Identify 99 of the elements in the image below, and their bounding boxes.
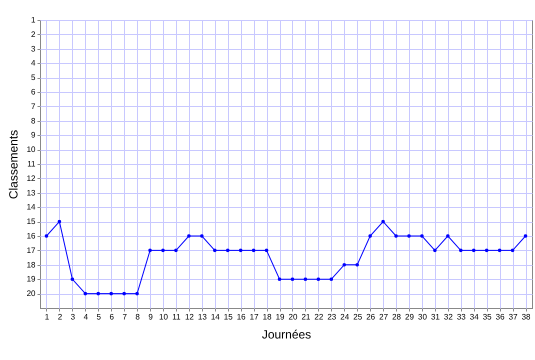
point [420, 234, 424, 238]
point [459, 248, 463, 252]
x-tick-label: 14 [210, 312, 220, 322]
x-tick-label: 4 [84, 312, 89, 322]
x-tick-label: 10 [159, 312, 168, 322]
x-axis-title: Journées [262, 328, 312, 342]
x-tick-label: 35 [482, 312, 492, 322]
y-tick-label: 3 [31, 44, 36, 54]
x-tick-label: 21 [301, 312, 311, 322]
y-tick-label: 7 [31, 102, 36, 111]
y-tick-label: 11 [27, 160, 36, 168]
x-tick-label: 20 [288, 312, 298, 322]
x-tick-label: 37 [508, 312, 518, 322]
x-tick-label: 33 [456, 312, 466, 322]
y-tick-label: 2 [31, 30, 36, 39]
x-tick-label: 22 [314, 312, 324, 322]
x-tick-label: 38 [522, 312, 532, 322]
point [498, 248, 502, 252]
point [238, 248, 242, 252]
point [96, 292, 100, 296]
point [148, 248, 152, 252]
x-tick-label: 6 [109, 312, 114, 322]
x-tick-label: 24 [340, 312, 350, 322]
y-tick-label: 6 [31, 88, 36, 96]
point [226, 248, 230, 252]
point [278, 277, 282, 281]
x-tick-label: 23 [327, 312, 337, 322]
point [433, 248, 437, 252]
point [342, 263, 346, 267]
x-tick-label: 31 [430, 312, 440, 322]
x-tick-label: 13 [198, 312, 208, 322]
point [484, 248, 488, 252]
x-tick-label: 18 [262, 312, 272, 322]
point [70, 277, 74, 281]
y-tick-label: 12 [26, 174, 36, 183]
point [316, 277, 320, 281]
y-tick-label: 15 [26, 217, 36, 226]
x-tick-label: 16 [236, 312, 246, 322]
point [84, 292, 88, 296]
y-axis-title: Classements [6, 130, 21, 200]
point [200, 234, 204, 238]
point [330, 277, 334, 281]
point [213, 248, 217, 252]
x-tick-label: 30 [418, 312, 428, 322]
point [304, 277, 308, 281]
x-tick-label: 28 [392, 312, 402, 322]
x-tick-label: 32 [444, 312, 454, 322]
point [394, 234, 398, 238]
y-tick-label: 20 [26, 289, 36, 298]
point [510, 248, 514, 252]
x-tick-label: 29 [405, 312, 414, 322]
x-tick-label: 1 [44, 312, 50, 322]
x-tick-label: 12 [184, 312, 194, 322]
point [174, 248, 178, 252]
x-tick-label: 36 [496, 312, 506, 322]
x-tick-label: 7 [122, 312, 128, 322]
point [135, 292, 139, 296]
y-tick-label: 1 [31, 16, 36, 24]
point [109, 292, 113, 296]
point [446, 234, 450, 238]
point [44, 234, 48, 238]
x-tick-label: 34 [470, 312, 480, 322]
y-tick-label: 19 [26, 274, 36, 284]
y-tick-label: 8 [31, 116, 36, 126]
y-tick-label: 10 [26, 145, 36, 154]
point [368, 234, 372, 238]
x-tick-label: 17 [250, 312, 260, 322]
y-tick-label: 13 [26, 188, 36, 198]
point [122, 292, 126, 296]
x-tick-label: 5 [96, 312, 102, 322]
x-tick-label: 8 [135, 312, 140, 322]
x-tick-label: 2 [58, 312, 63, 322]
point [381, 220, 385, 224]
x-tick-label: 25 [353, 312, 363, 322]
x-tick-label: 19 [276, 312, 286, 322]
x-tick-label: 15 [224, 312, 234, 322]
point [264, 248, 268, 252]
point [407, 234, 411, 238]
x-tick-label: 11 [172, 312, 182, 322]
y-tick-label: 5 [31, 73, 36, 82]
point [355, 263, 359, 267]
y-tick-label: 9 [31, 130, 36, 140]
y-tick-label: 16 [26, 232, 36, 240]
point [252, 248, 256, 252]
point [187, 234, 191, 238]
point [161, 248, 165, 252]
x-tick-label: 9 [148, 312, 154, 322]
x-tick-label: 27 [379, 312, 389, 322]
x-tick-label: 3 [70, 312, 76, 322]
y-tick-label: 18 [26, 260, 36, 270]
point [58, 220, 62, 224]
point [524, 234, 528, 238]
y-tick-label: 14 [26, 202, 36, 212]
point [472, 248, 476, 252]
y-tick-label: 4 [31, 58, 36, 68]
line-series [44, 220, 528, 296]
y-tick-label: 17 [26, 246, 36, 255]
x-tick-label: 26 [366, 312, 376, 322]
point [290, 277, 294, 281]
